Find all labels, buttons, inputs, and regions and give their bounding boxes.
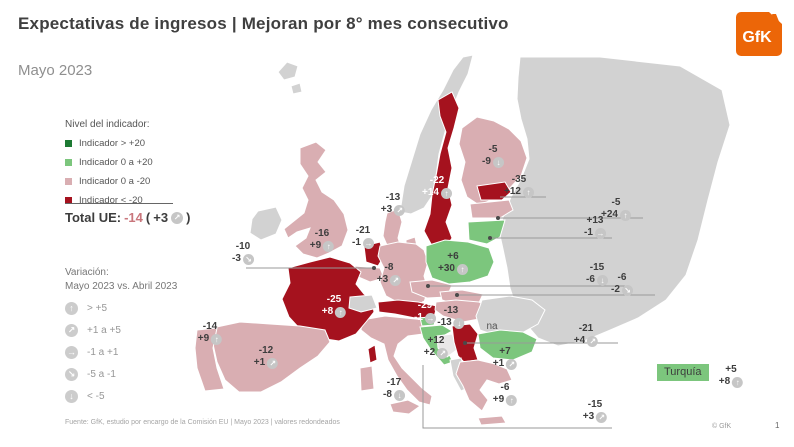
legend-item-label: Indicador < -20: [79, 195, 143, 206]
variation-item-label: -1 a +1: [87, 347, 119, 358]
country-crete: [477, 415, 507, 426]
total-eu: Total UE: -14 ( +3 ↗ ): [65, 210, 190, 225]
total-eu-change: +3: [153, 210, 169, 225]
country-east-mass: [498, 56, 731, 347]
gfk-logo: GfK: [736, 12, 782, 56]
arrow-down-right-icon: ↘: [65, 368, 78, 381]
gfk-logo-text: GfK: [742, 29, 772, 46]
page-number: 1: [775, 421, 780, 430]
country-lithuania: [467, 219, 506, 245]
variation-item-label: > +5: [87, 303, 108, 314]
green-swatch-icon: [65, 159, 72, 166]
arrow-right-icon: →: [65, 346, 78, 359]
page-title: Expectativas de ingresos | Mejoran por 8…: [18, 14, 509, 33]
legend-item-pink: Indicador 0 a -20: [65, 176, 185, 187]
country-faroe: [290, 82, 303, 95]
country-estonia: [476, 181, 512, 201]
legend-item-label: Indicador 0 a -20: [79, 176, 151, 187]
pink-swatch-icon: [65, 178, 72, 185]
indicator-legend: Nivel del indicador: Indicador > +20 Ind…: [65, 119, 185, 206]
change-arrow-icon: ↑: [732, 376, 744, 388]
variation-legend: Variación: Mayo 2023 vs. Abril 2023 ↑ > …: [65, 266, 185, 403]
legend-item-label: Indicador > +20: [79, 138, 146, 149]
country-austria: [377, 299, 438, 319]
country-uk: [283, 141, 349, 259]
total-eu-value: -14: [124, 210, 143, 225]
total-eu-open-paren: (: [145, 210, 151, 225]
legend-title: Nivel del indicador:: [65, 119, 150, 130]
country-spain: [211, 321, 331, 393]
arrow-down-icon: ↓: [65, 390, 78, 403]
turkey-label: Turquía: [657, 364, 709, 381]
variation-item-down: ↓ < -5: [65, 390, 185, 403]
country-bulgaria: [477, 329, 538, 361]
country-ireland: [249, 206, 283, 241]
total-eu-label: Total UE:: [65, 210, 122, 225]
country-greece: [455, 359, 513, 412]
variation-item-label: < -5: [87, 391, 105, 402]
country-slovenia: [419, 315, 437, 327]
leader-dot-slovakia: [455, 293, 459, 297]
indicator-change: +8: [718, 376, 731, 387]
map-countries: [194, 54, 731, 426]
country-france: [281, 256, 375, 342]
variation-title: Variación: Mayo 2023 vs. Abril 2023: [65, 266, 185, 293]
leader-dot-czechia: [426, 284, 430, 288]
country-corsica: [367, 344, 378, 364]
country-sardinia: [359, 365, 375, 392]
arrow-up-icon: ↑: [65, 302, 78, 315]
country-germany: [377, 241, 429, 307]
source-note: Fuente: GfK, estudio por encargo de la C…: [65, 419, 340, 426]
country-poland: [425, 239, 495, 285]
leader-dot-belgium: [372, 266, 376, 270]
country-iceland: [277, 61, 299, 81]
legend-item-dark-red: Indicador < -20: [65, 195, 185, 206]
leader-line-malta: [422, 365, 612, 429]
dark-green-swatch-icon: [65, 140, 72, 147]
legend-divider: [65, 203, 173, 204]
leader-dot-latvia: [496, 216, 500, 220]
dark-red-swatch-icon: [65, 197, 72, 204]
total-eu-change-arrow-icon: ↗: [171, 211, 184, 224]
country-latvia: [469, 199, 514, 219]
leader-dot-lithuania: [488, 236, 492, 240]
leader-dot-serbia: [463, 341, 467, 345]
country-sicily: [389, 399, 421, 415]
variation-title-line2: Mayo 2023 vs. Abril 2023: [65, 280, 178, 292]
indicator-value: +5: [725, 364, 737, 375]
variation-item-label: +1 a +5: [87, 325, 121, 336]
leader-lines: [246, 196, 655, 429]
copyright: © GfK: [712, 423, 732, 430]
variation-item-up: ↑ > +5: [65, 302, 185, 315]
variation-title-line1: Variación:: [65, 267, 109, 278]
arrow-up-right-icon: ↗: [65, 324, 78, 337]
variation-item-down-right: ↘ -5 a -1: [65, 368, 185, 381]
variation-item-up-right: ↗ +1 a +5: [65, 324, 185, 337]
legend-item-label: Indicador 0 a +20: [79, 157, 153, 168]
total-eu-close-paren: ): [186, 210, 191, 225]
report-month: Mayo 2023: [18, 62, 93, 79]
legend-item-dark-green: Indicador > +20: [65, 138, 185, 149]
country-switzerland: [348, 294, 378, 313]
variation-item-label: -5 a -1: [87, 369, 116, 380]
variation-item-right: → -1 a +1: [65, 346, 185, 359]
legend-item-green: Indicador 0 a +20: [65, 157, 185, 168]
